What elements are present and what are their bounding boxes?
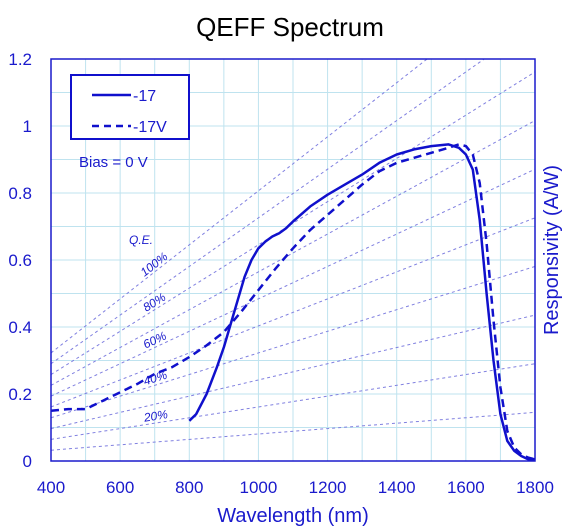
qe-line xyxy=(51,265,535,419)
y-axis-label: Responsivity (A/W) xyxy=(541,165,563,335)
qe-label: 100% xyxy=(138,249,171,279)
chart-title: QEFF Spectrum xyxy=(196,12,384,42)
qe-line xyxy=(51,411,535,451)
qe-guide-lines xyxy=(51,59,535,451)
x-axis-label: Wavelength (nm) xyxy=(217,505,369,527)
x-tick-label: 1800 xyxy=(516,478,554,497)
x-tick-label: 800 xyxy=(175,478,203,497)
x-axis-ticks: 400 600 800 1000 1200 1400 1600 1800 xyxy=(37,478,554,497)
qe-line xyxy=(51,59,428,354)
y-tick-label: 0.4 xyxy=(8,318,32,337)
legend-label-17v: -17V xyxy=(133,119,167,136)
series-line-dashed xyxy=(50,143,536,461)
qe-line xyxy=(51,363,535,440)
qe-label: 20% xyxy=(142,407,169,425)
legend-label-17: -17 xyxy=(133,88,156,105)
y-tick-label: 1.2 xyxy=(8,50,32,69)
x-tick-label: 1200 xyxy=(309,478,347,497)
x-tick-label: 600 xyxy=(106,478,134,497)
y-tick-label: 0.2 xyxy=(8,385,32,404)
legend-box xyxy=(70,74,190,140)
y-axis-ticks: 0 0.2 0.4 0.6 0.8 1 1.2 xyxy=(8,50,32,471)
y-tick-label: 0 xyxy=(23,452,32,471)
x-tick-label: 1000 xyxy=(240,478,278,497)
y-tick-label: 0.6 xyxy=(8,251,32,270)
bias-annotation: Bias = 0 V xyxy=(79,154,148,171)
qe-line xyxy=(51,71,535,375)
qe-label: 40% xyxy=(142,368,169,389)
y-tick-label: 1 xyxy=(23,117,32,136)
x-tick-label: 1600 xyxy=(447,478,485,497)
series-layer xyxy=(50,143,536,461)
qe-line xyxy=(51,59,486,365)
qe-line xyxy=(51,314,535,430)
qe-header: Q.E. xyxy=(129,233,153,247)
qe-line xyxy=(51,120,535,386)
series-line-solid xyxy=(188,143,535,461)
y-tick-label: 0.8 xyxy=(8,184,32,203)
qe-line xyxy=(51,217,535,408)
qe-line xyxy=(51,168,535,397)
qe-labels: 100%80%60%40%20% xyxy=(138,249,171,425)
x-tick-label: 1400 xyxy=(378,478,416,497)
x-tick-label: 400 xyxy=(37,478,65,497)
legend: -17 -17V xyxy=(70,74,190,140)
plot-frame xyxy=(50,58,536,462)
